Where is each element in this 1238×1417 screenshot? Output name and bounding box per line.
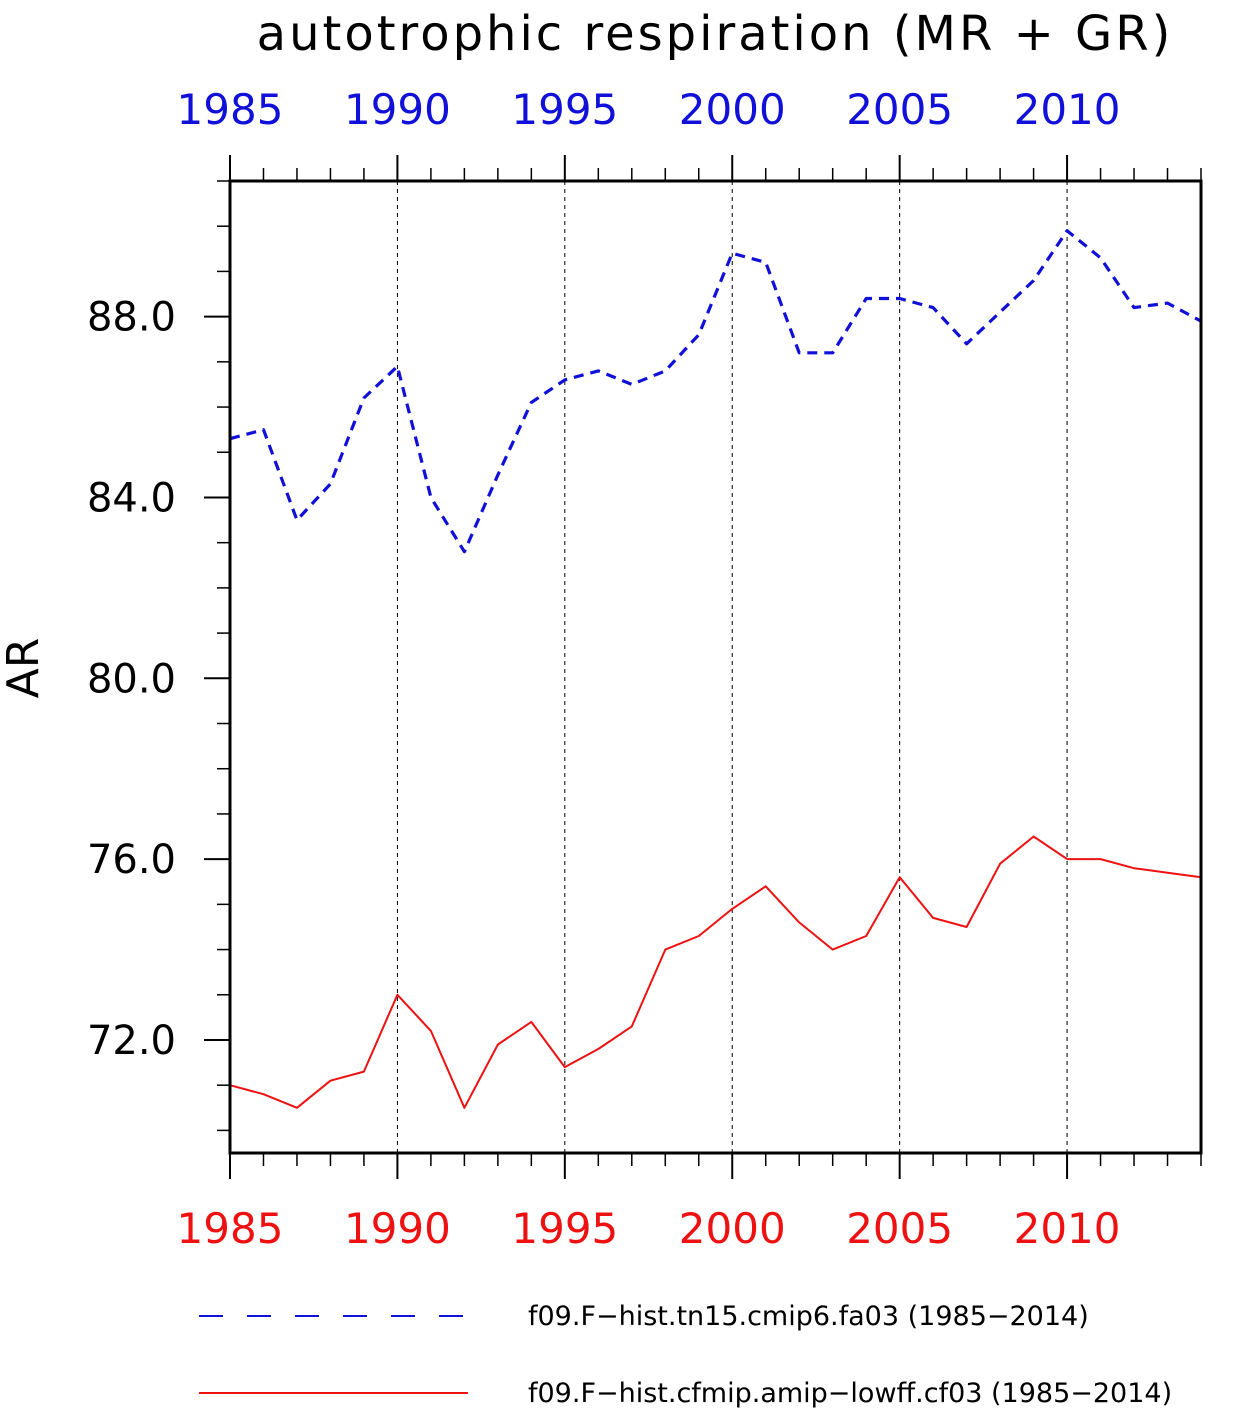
x-tick-label-bottom-2000: 2000 <box>679 1204 786 1253</box>
x-tick-label-top-2000: 2000 <box>679 85 786 134</box>
y-tick-label-80: 80.0 <box>87 656 176 702</box>
plot-frame <box>228 179 1203 1155</box>
y-tick-label-84: 84.0 <box>87 475 176 521</box>
chart-title: autotrophic respiration (MR + GR) <box>257 6 1174 62</box>
x-tick-label-top-1985: 1985 <box>177 85 284 134</box>
plot-series <box>229 229 1202 1109</box>
x-tick-label-top-1995: 1995 <box>511 85 618 134</box>
series-line-1 <box>229 229 1202 554</box>
x-tick-label-bottom-1995: 1995 <box>511 1204 618 1253</box>
y-tick-label-88: 88.0 <box>87 295 176 341</box>
y-tick-label-76: 76.0 <box>87 837 176 883</box>
legend-label-1: f09.F−hist.tn15.cmip6.fa03 (1985−2014) <box>528 1301 1089 1332</box>
x-tick-label-bottom-2005: 2005 <box>846 1204 953 1253</box>
x-tick-label-bottom-1985: 1985 <box>177 1204 284 1253</box>
x-tick-label-top-2005: 2005 <box>846 85 953 134</box>
grid-lines <box>396 181 1068 1153</box>
legend: f09.F−hist.tn15.cmip6.fa03 (1985−2014) f0… <box>199 1301 1172 1409</box>
series-line-2 <box>229 835 1202 1109</box>
axis-ticks: 1985 1985 1990 1990 1995 1995 2000 2000 2005 2005… <box>87 85 1202 1253</box>
x-tick-label-bottom-1990: 1990 <box>344 1204 451 1253</box>
x-tick-label-top-1990: 1990 <box>344 85 451 134</box>
y-axis-label: AR <box>0 638 49 699</box>
x-tick-label-top-2010: 2010 <box>1014 85 1121 134</box>
x-tick-label-bottom-2010: 2010 <box>1014 1204 1121 1253</box>
y-tick-label-72: 72.0 <box>87 1018 176 1064</box>
legend-label-2: f09.F−hist.cfmip.amip−lowff.cf03 (1985−2… <box>528 1378 1172 1409</box>
